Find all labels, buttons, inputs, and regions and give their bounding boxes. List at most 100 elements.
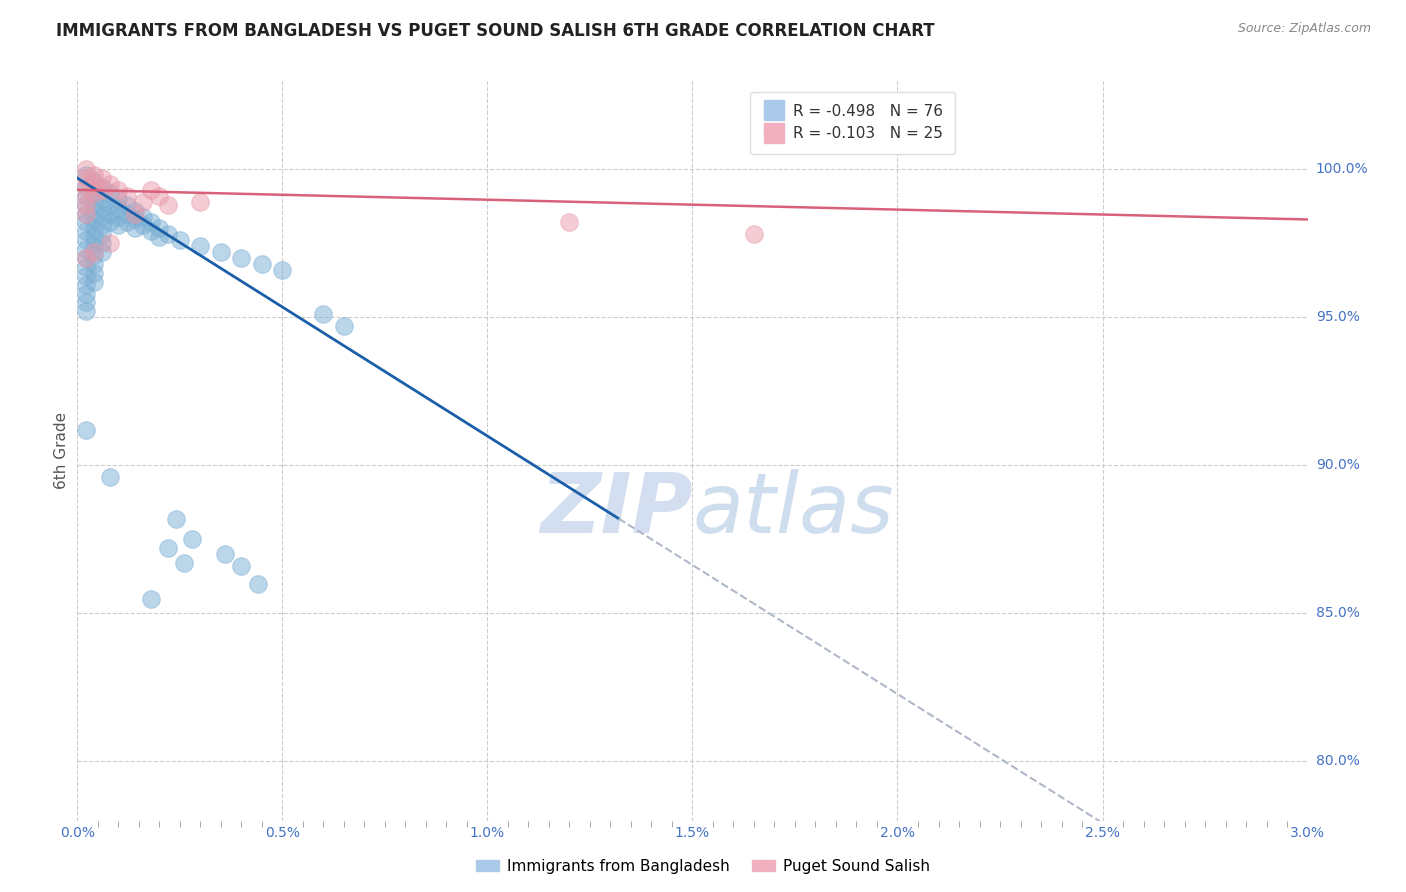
- Point: [75, 242, 97, 256]
- Point: [75, 168, 97, 182]
- Text: 90.0%: 90.0%: [1316, 458, 1360, 472]
- Point: [312, 307, 335, 321]
- Point: [271, 262, 294, 277]
- Point: [98, 215, 121, 229]
- Point: [214, 547, 236, 561]
- Point: [98, 186, 121, 200]
- Text: IMMIGRANTS FROM BANGLADESH VS PUGET SOUND SALISH 6TH GRADE CORRELATION CHART: IMMIGRANTS FROM BANGLADESH VS PUGET SOUN…: [56, 22, 935, 40]
- Point: [75, 268, 97, 283]
- Text: Source: ZipAtlas.com: Source: ZipAtlas.com: [1237, 22, 1371, 36]
- Point: [75, 206, 97, 220]
- Point: [83, 257, 105, 271]
- Point: [107, 183, 129, 197]
- Point: [156, 197, 179, 211]
- Point: [124, 221, 146, 235]
- Point: [83, 221, 105, 235]
- Point: [75, 251, 97, 265]
- Point: [75, 188, 97, 202]
- Point: [156, 541, 179, 556]
- Point: [83, 186, 105, 200]
- Point: [107, 219, 129, 233]
- Point: [250, 257, 273, 271]
- Text: atlas: atlas: [693, 469, 894, 550]
- Point: [75, 180, 97, 194]
- Point: [181, 533, 204, 547]
- Point: [83, 177, 105, 191]
- Point: [75, 304, 97, 318]
- Point: [107, 201, 129, 215]
- Point: [188, 194, 212, 209]
- Point: [165, 511, 187, 525]
- Point: [98, 206, 121, 220]
- Point: [90, 201, 114, 215]
- Text: 95.0%: 95.0%: [1316, 310, 1360, 324]
- Point: [169, 233, 191, 247]
- Legend: Immigrants from Bangladesh, Puget Sound Salish: Immigrants from Bangladesh, Puget Sound …: [470, 853, 936, 880]
- Point: [83, 186, 105, 200]
- Point: [83, 168, 105, 182]
- Point: [75, 180, 97, 194]
- Y-axis label: 6th Grade: 6th Grade: [53, 412, 69, 489]
- Point: [132, 219, 155, 233]
- Point: [107, 192, 129, 206]
- Point: [558, 215, 581, 229]
- Point: [75, 423, 97, 437]
- Point: [75, 224, 97, 238]
- Point: [98, 236, 121, 251]
- Point: [132, 194, 155, 209]
- Point: [75, 206, 97, 220]
- Point: [83, 266, 105, 280]
- Point: [124, 212, 146, 227]
- Point: [115, 215, 138, 229]
- Point: [246, 576, 269, 591]
- Point: [75, 215, 97, 229]
- Point: [115, 206, 138, 220]
- Point: [90, 210, 114, 224]
- Point: [90, 183, 114, 197]
- Point: [156, 227, 179, 242]
- Point: [124, 203, 146, 218]
- Text: 85.0%: 85.0%: [1316, 607, 1360, 620]
- Point: [83, 275, 105, 289]
- Point: [90, 227, 114, 242]
- Point: [148, 230, 170, 244]
- Point: [83, 194, 105, 209]
- Point: [83, 230, 105, 244]
- Point: [188, 239, 212, 253]
- Point: [148, 221, 170, 235]
- Point: [75, 251, 97, 265]
- Point: [75, 162, 97, 177]
- Point: [107, 210, 129, 224]
- Point: [231, 558, 253, 573]
- Point: [83, 245, 105, 260]
- Point: [83, 248, 105, 262]
- Point: [83, 239, 105, 253]
- Point: [75, 277, 97, 292]
- Point: [75, 233, 97, 247]
- Point: [141, 215, 162, 229]
- Point: [75, 188, 97, 202]
- Point: [90, 236, 114, 251]
- Point: [90, 192, 114, 206]
- Point: [98, 470, 121, 484]
- Point: [83, 174, 105, 188]
- Point: [115, 188, 138, 202]
- Point: [75, 197, 97, 211]
- Point: [90, 171, 114, 186]
- Point: [98, 197, 121, 211]
- Point: [124, 206, 146, 220]
- Point: [75, 295, 97, 310]
- Point: [115, 197, 138, 211]
- Point: [231, 251, 253, 265]
- Point: [75, 197, 97, 211]
- Point: [141, 183, 162, 197]
- Point: [132, 210, 155, 224]
- Point: [83, 203, 105, 218]
- Point: [83, 212, 105, 227]
- Point: [209, 245, 232, 260]
- Point: [75, 286, 97, 301]
- Point: [333, 319, 356, 334]
- Text: 80.0%: 80.0%: [1316, 755, 1360, 768]
- Point: [98, 177, 121, 191]
- Point: [90, 180, 114, 194]
